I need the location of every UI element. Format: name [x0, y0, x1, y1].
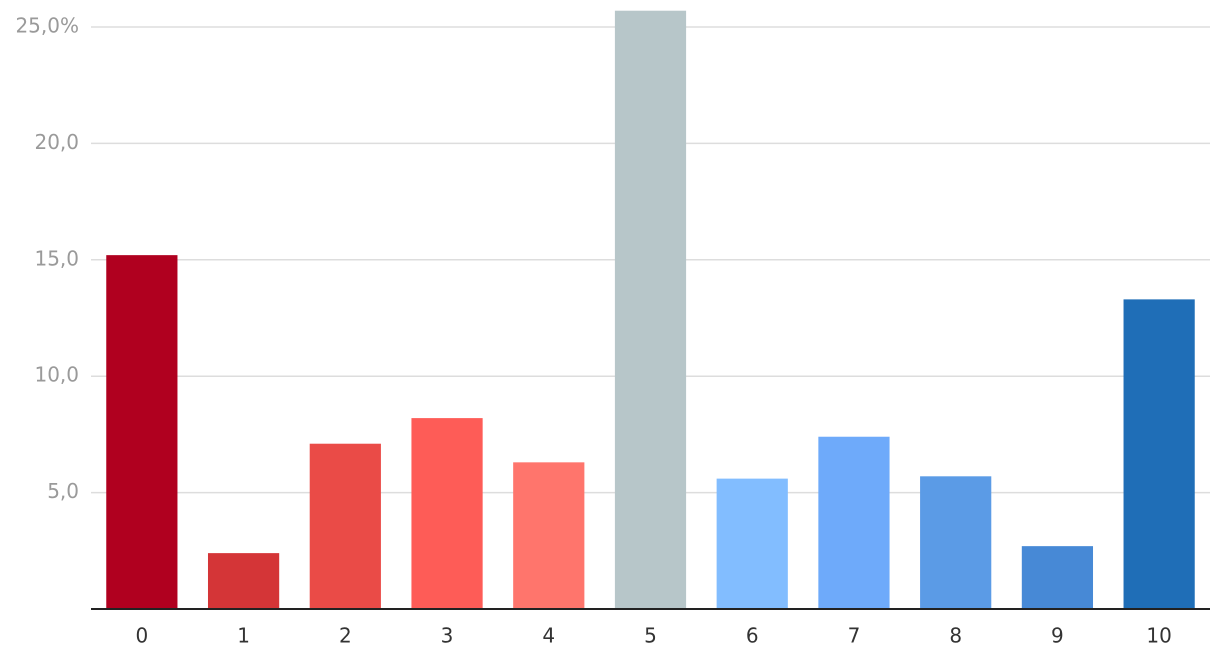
y-tick-label: 15,0	[34, 246, 79, 270]
y-tick-label: 20,0	[34, 130, 79, 154]
bar	[920, 476, 992, 609]
x-tick-label: 6	[746, 624, 759, 648]
bar	[309, 443, 381, 609]
bar	[411, 418, 483, 609]
x-tick-label: 9	[1051, 624, 1064, 648]
bar	[614, 10, 687, 610]
bar	[106, 255, 178, 610]
y-tick-label: 5,0	[47, 479, 79, 503]
x-tick-label: 1	[237, 624, 250, 648]
x-tick-label: 3	[441, 624, 454, 648]
x-tick-label: 7	[848, 624, 861, 648]
bar	[1021, 546, 1094, 609]
bar	[716, 478, 788, 609]
bar	[513, 462, 585, 609]
x-tick-label: 10	[1146, 624, 1171, 648]
x-tick-label: 0	[135, 624, 148, 648]
y-tick-label: 25,0%	[15, 14, 79, 38]
bar	[207, 553, 280, 609]
bar	[1123, 299, 1195, 609]
x-tick-label: 8	[949, 624, 962, 648]
x-tick-label: 5	[644, 624, 657, 648]
y-tick-label: 10,0	[34, 363, 79, 387]
x-tick-label: 4	[542, 624, 555, 648]
x-tick-label: 2	[339, 624, 352, 648]
bar	[818, 436, 890, 609]
